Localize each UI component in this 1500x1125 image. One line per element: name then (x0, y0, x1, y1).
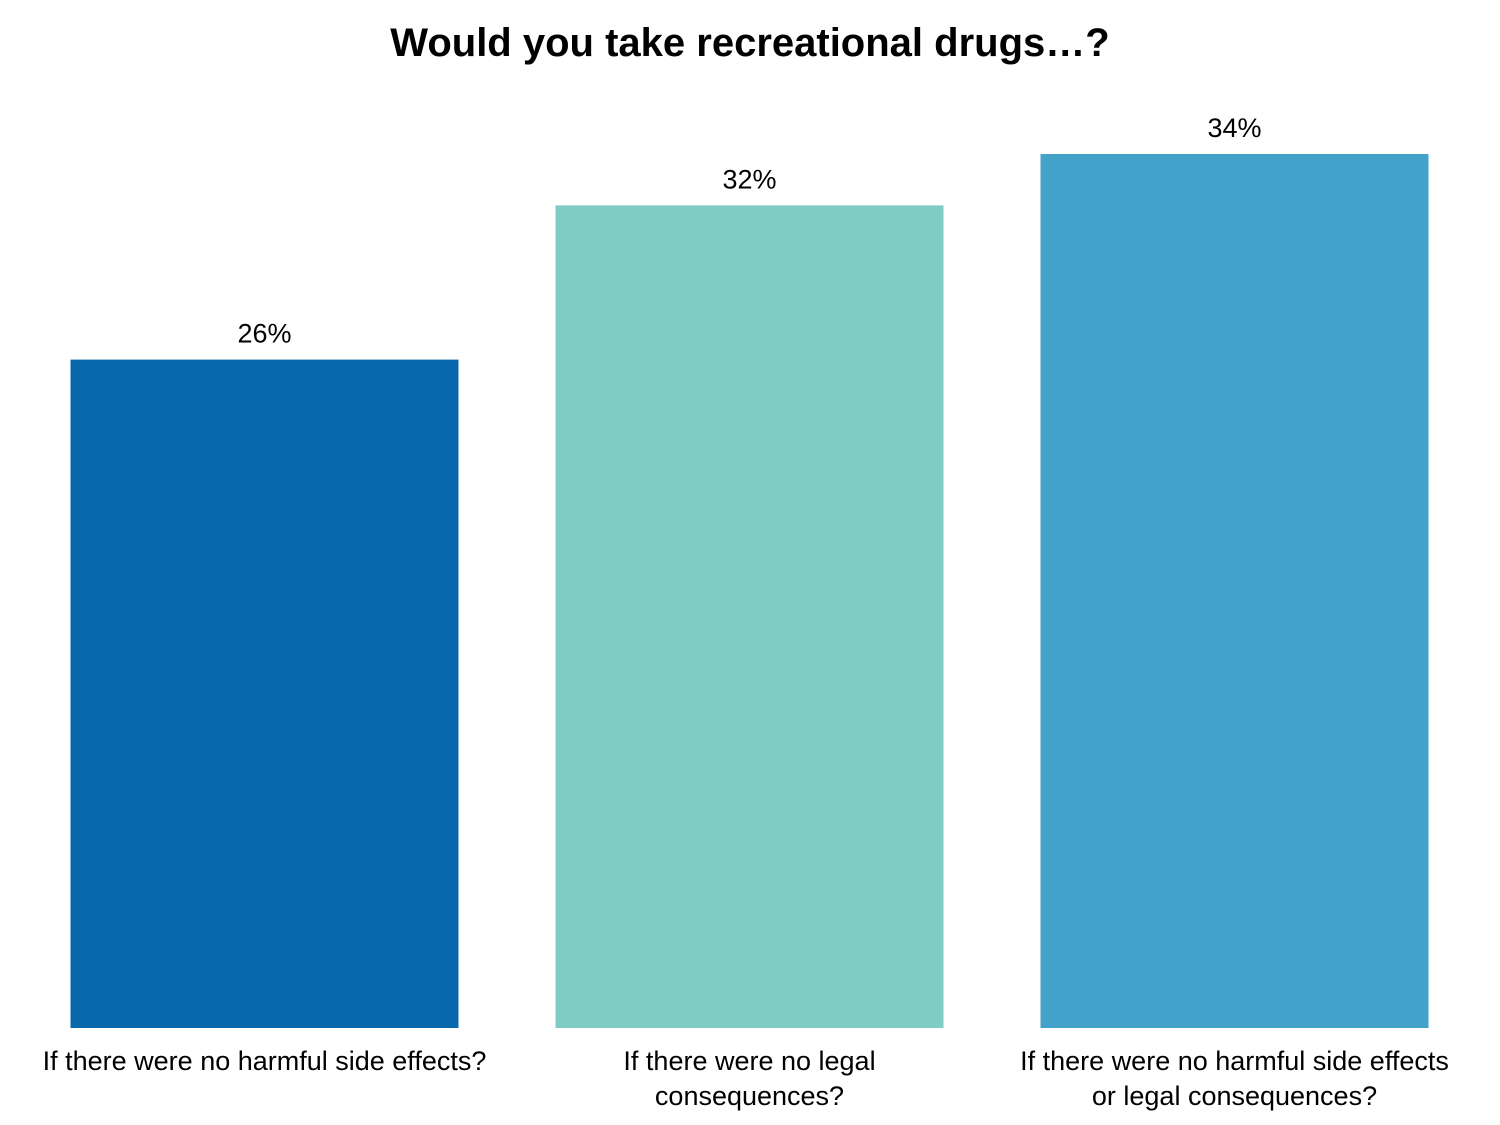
value-label-3: 34% (1207, 113, 1261, 143)
value-label-1: 26% (237, 319, 291, 349)
category-label-2-line-1: If there were no legal (623, 1046, 875, 1076)
bar-1 (70, 359, 459, 1029)
bar-3 (1040, 154, 1429, 1028)
value-label-2: 32% (722, 164, 776, 194)
category-labels-layer: If there were no harmful side effects? If… (43, 1046, 1449, 1111)
value-labels-layer: 26% 32% 34% (237, 113, 1261, 349)
category-label-3-line-1: If there were no harmful side effects (1020, 1046, 1449, 1076)
bar-2 (555, 205, 944, 1028)
category-label-3-line-2: or legal consequences? (1092, 1081, 1377, 1111)
category-label-1-line-1: If there were no harmful side effects? (43, 1046, 487, 1076)
category-label-2-line-2: consequences? (655, 1081, 844, 1111)
bars-layer (70, 154, 1429, 1029)
chart-title: Would you take recreational drugs…? (390, 21, 1109, 65)
